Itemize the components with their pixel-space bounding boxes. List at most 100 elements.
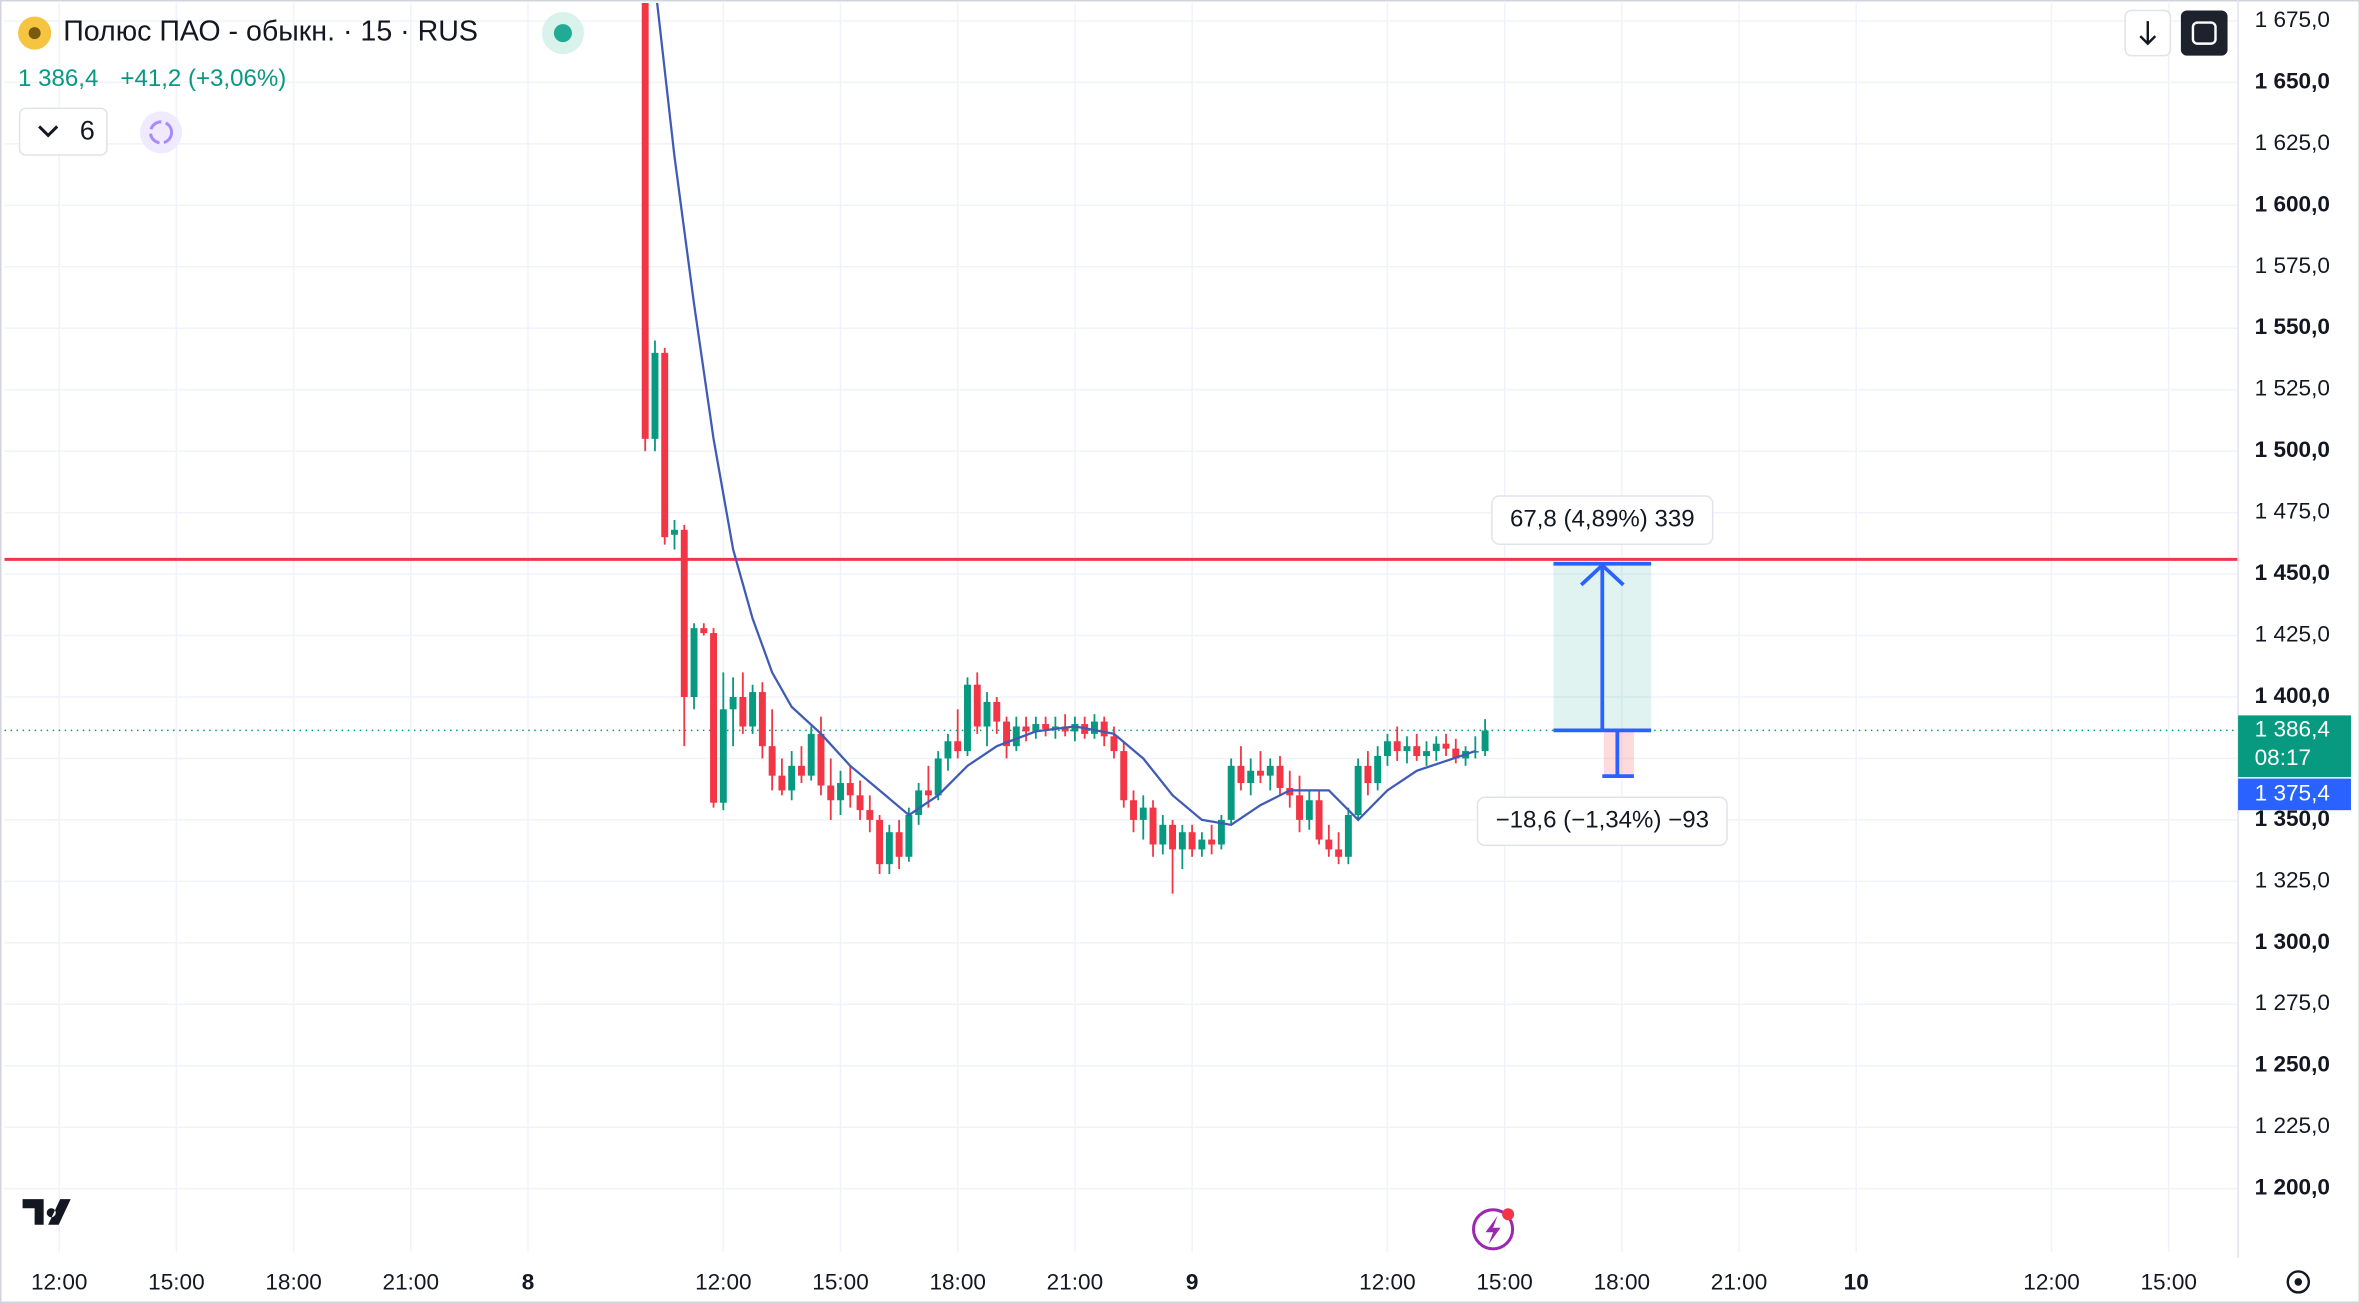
candle-body bbox=[905, 814, 913, 857]
arrow-icon bbox=[2139, 21, 2157, 46]
candle-body bbox=[856, 795, 864, 811]
candle-body bbox=[651, 352, 659, 439]
y-tick-label: 1 625,0 bbox=[2255, 130, 2330, 155]
y-tick-label: 1 450,0 bbox=[2255, 560, 2330, 585]
candle-body bbox=[1452, 748, 1460, 759]
y-tick-label: 1 275,0 bbox=[2255, 990, 2330, 1015]
chevron bbox=[38, 125, 59, 138]
status-dot bbox=[553, 24, 572, 43]
chart-title[interactable]: Полюс ПАО - обыкн. · 15 · RUS bbox=[63, 16, 478, 48]
profit-label: 67,8 (4,89%) 339 bbox=[1510, 505, 1695, 532]
indicator-count: 6 bbox=[80, 115, 95, 146]
indicator-toggle[interactable] bbox=[18, 107, 108, 156]
candle-body bbox=[797, 765, 805, 776]
x-tick-label: 18:00 bbox=[1594, 1269, 1650, 1294]
x-tick-label: 9 bbox=[1186, 1269, 1199, 1294]
candle-body bbox=[1139, 807, 1147, 820]
candle-body bbox=[1071, 724, 1079, 732]
candle-body bbox=[1344, 814, 1352, 857]
candle-body bbox=[690, 628, 698, 697]
candle-body bbox=[827, 785, 835, 801]
x-tick-label: 15:00 bbox=[2141, 1269, 2197, 1294]
x-tick-label: 18:00 bbox=[265, 1269, 321, 1294]
candle-body bbox=[1208, 839, 1216, 845]
y-tick-label: 1 325,0 bbox=[2255, 867, 2330, 892]
candle-body bbox=[700, 628, 708, 634]
y-tick-label: 1 575,0 bbox=[2255, 253, 2330, 278]
settings-button[interactable] bbox=[2286, 1270, 2311, 1294]
candle-body bbox=[866, 810, 874, 820]
candle-body bbox=[1042, 724, 1050, 729]
candle-body bbox=[876, 819, 884, 865]
stop-marker bbox=[1602, 730, 1634, 779]
y-tick-label: 1 525,0 bbox=[2255, 376, 2330, 401]
candle-body bbox=[1188, 832, 1196, 850]
grid bbox=[4, 3, 2239, 1252]
plot bbox=[4, 3, 2239, 894]
refresh-button[interactable] bbox=[139, 111, 183, 154]
y-tick-label: 1 475,0 bbox=[2255, 499, 2330, 524]
candle-body bbox=[1198, 839, 1206, 850]
candle-body bbox=[924, 790, 932, 796]
candle-body bbox=[641, 3, 649, 439]
candle-body bbox=[1227, 765, 1235, 820]
candle-body bbox=[973, 684, 981, 727]
candle-body bbox=[1012, 726, 1020, 747]
candle-body bbox=[778, 775, 786, 791]
candle-body bbox=[1178, 832, 1186, 850]
tradingview-logo[interactable] bbox=[22, 1199, 71, 1225]
x-tick-label: 12:00 bbox=[2023, 1269, 2079, 1294]
candle-body bbox=[817, 733, 825, 786]
y-tick-label: 1 200,0 bbox=[2255, 1175, 2330, 1200]
countdown: 08:17 bbox=[2255, 745, 2311, 770]
candle-body bbox=[895, 832, 903, 857]
candle-body bbox=[1130, 800, 1137, 820]
candle-body bbox=[671, 529, 678, 535]
candle-body bbox=[1442, 743, 1450, 749]
candle-body bbox=[768, 746, 776, 776]
fullscreen-button[interactable] bbox=[2180, 10, 2228, 56]
y-tick-label: 1 550,0 bbox=[2255, 314, 2330, 339]
candle-body bbox=[1315, 800, 1323, 840]
profit-label-bg bbox=[1491, 495, 1714, 545]
refresh-icon bbox=[149, 120, 174, 145]
candle-body bbox=[710, 633, 718, 803]
y-tick-label: 1 250,0 bbox=[2255, 1052, 2330, 1077]
candle-body bbox=[729, 696, 737, 710]
y-tick-label: 1 600,0 bbox=[2255, 191, 2330, 216]
last-price-badge bbox=[2238, 715, 2351, 778]
loss-label: −18,6 (−1,34%) −93 bbox=[1496, 807, 1709, 834]
profit-label-box: 67,8 (4,89%) 339 bbox=[1491, 495, 1714, 545]
candle-body bbox=[1325, 839, 1333, 850]
loss-label-bg bbox=[1476, 796, 1728, 847]
candle-body bbox=[915, 790, 923, 815]
candle-body bbox=[1335, 849, 1343, 857]
candle-body bbox=[739, 696, 747, 727]
candle-body bbox=[1061, 726, 1069, 732]
settings-dot bbox=[2294, 1278, 2303, 1286]
candle-body bbox=[1286, 787, 1294, 796]
candle-body bbox=[1423, 751, 1430, 756]
candle-body bbox=[1305, 800, 1313, 820]
x-tick-label: 10 bbox=[1844, 1269, 1869, 1294]
alert-dot bbox=[1502, 1208, 1515, 1221]
candle-body bbox=[788, 765, 796, 791]
x-tick-label: 21:00 bbox=[1047, 1269, 1103, 1294]
x-tick-label: 21:00 bbox=[1711, 1269, 1767, 1294]
candle-body bbox=[993, 701, 1001, 722]
candle-body bbox=[954, 741, 962, 752]
moving-average bbox=[656, 3, 1476, 827]
bolt-icon bbox=[1485, 1215, 1501, 1245]
candle-body bbox=[1237, 765, 1245, 784]
candle-body bbox=[964, 684, 971, 752]
candle-body bbox=[719, 709, 727, 803]
x-tick-label: 8 bbox=[522, 1269, 535, 1294]
candle-body bbox=[983, 701, 991, 727]
y-tick-label: 1 675,0 bbox=[2255, 7, 2330, 32]
candle-body bbox=[1003, 721, 1011, 747]
candle-body bbox=[846, 783, 854, 796]
candle-body bbox=[1090, 721, 1098, 734]
y-tick-label: 1 400,0 bbox=[2255, 683, 2330, 708]
